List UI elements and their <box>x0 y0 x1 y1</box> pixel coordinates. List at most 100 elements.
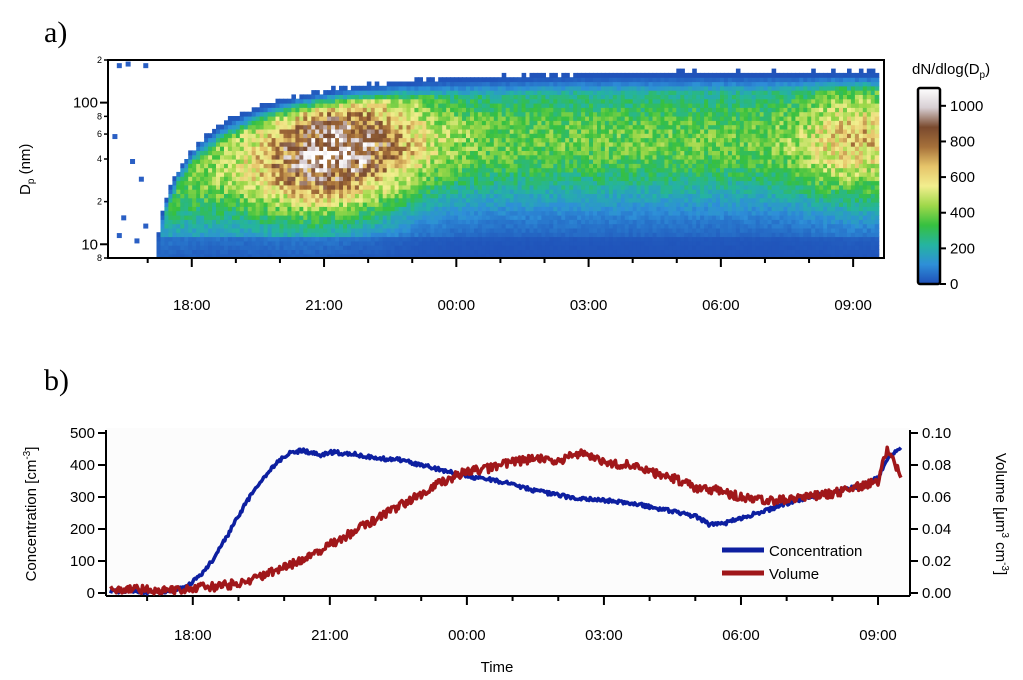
heatmap-cell <box>192 210 197 216</box>
heatmap-cell <box>573 94 578 100</box>
heatmap-cell <box>430 77 435 83</box>
heatmap-cell <box>307 154 312 160</box>
heatmap-cell <box>370 180 376 186</box>
heatmap-cell <box>620 171 626 177</box>
heatmap-cell <box>414 81 419 87</box>
heatmap-cell <box>493 120 499 126</box>
heatmap-cell <box>339 193 344 199</box>
heatmap-cell <box>247 206 253 212</box>
heatmap-cell <box>438 146 443 151</box>
heatmap-cell <box>501 150 507 156</box>
heatmap-cell <box>271 210 277 216</box>
heatmap-cell <box>251 116 257 121</box>
heatmap-cell <box>378 85 384 91</box>
heatmap-cell <box>454 227 459 233</box>
heatmap-cell <box>660 77 666 83</box>
heatmap-cell <box>636 154 642 160</box>
heatmap-cell <box>172 215 177 220</box>
heatmap-cell <box>481 210 487 216</box>
heatmap-cell <box>343 163 348 169</box>
heatmap-cell <box>628 150 634 156</box>
heatmap-cell <box>454 150 459 156</box>
heatmap-cell <box>251 206 257 212</box>
heatmap-cell <box>533 180 539 186</box>
heatmap-cell <box>513 227 519 233</box>
heatmap-cell <box>474 163 479 169</box>
heatmap-cell <box>339 111 344 117</box>
heatmap-cell <box>462 202 467 207</box>
heatmap-cell <box>335 210 340 216</box>
heatmap-cell <box>553 137 558 143</box>
heatmap-cell <box>358 137 364 143</box>
heatmap-cell <box>243 189 249 194</box>
heatmap-cell <box>354 171 360 177</box>
heatmap-cell <box>620 236 626 242</box>
heatmap-cell <box>640 249 646 255</box>
heatmap-cell <box>224 150 229 156</box>
heatmap-cell <box>390 124 396 130</box>
heatmap-cell <box>299 202 304 207</box>
heatmap-cell <box>668 253 673 258</box>
heatmap-cell <box>525 85 531 91</box>
heatmap-cell <box>573 124 578 130</box>
heatmap-cell <box>489 116 495 121</box>
heatmap-cell <box>466 163 471 169</box>
heatmap-cell <box>414 107 419 113</box>
heatmap-cell <box>561 171 566 177</box>
heatmap-cell <box>208 232 213 238</box>
heatmap-cell <box>315 219 320 225</box>
heatmap-cell <box>652 176 658 182</box>
heatmap-cell <box>485 232 491 238</box>
heatmap-cell <box>315 137 320 143</box>
heatmap-cell <box>624 111 630 117</box>
heatmap-cell <box>220 197 225 203</box>
heatmap-cell <box>589 219 594 225</box>
heatmap-cell <box>434 146 439 151</box>
heatmap-cell <box>311 249 316 255</box>
heatmap-cell <box>561 120 566 126</box>
heatmap-cell <box>537 116 542 121</box>
heatmap-cell <box>327 240 332 246</box>
heatmap-cell <box>390 232 396 238</box>
heatmap-cell <box>418 167 423 173</box>
heatmap-cell <box>386 215 392 220</box>
heatmap-cell <box>450 150 455 156</box>
heatmap-cell <box>370 98 376 104</box>
heatmap-cell <box>589 128 594 134</box>
heatmap-cell <box>311 245 316 250</box>
heatmap-cell <box>343 206 348 212</box>
heatmap-cell <box>585 227 590 233</box>
heatmap-cell <box>295 163 300 169</box>
heatmap-cell <box>335 141 340 147</box>
heatmap-cell <box>426 85 431 91</box>
heatmap-cell <box>350 163 356 169</box>
heatmap-cell <box>497 77 503 83</box>
heatmap-cell <box>235 223 241 229</box>
heatmap-cell <box>600 189 606 194</box>
heatmap-cell <box>299 184 304 190</box>
heatmap-cell <box>593 77 598 83</box>
heatmap-cell <box>319 202 324 207</box>
heatmap-cell <box>362 90 368 95</box>
heatmap-cell <box>247 245 253 250</box>
heatmap-cell <box>204 245 209 250</box>
heatmap-cell <box>640 189 646 194</box>
heatmap-cell <box>585 253 590 258</box>
heatmap-cell <box>454 202 459 207</box>
heatmap-cell <box>299 163 304 169</box>
heatmap-cell <box>600 81 606 87</box>
heatmap-cell <box>656 193 662 199</box>
heatmap-cell <box>608 171 614 177</box>
heatmap-cell <box>370 171 376 177</box>
heatmap-cell <box>386 236 392 242</box>
heatmap-cell <box>569 184 574 190</box>
heatmap-cell <box>612 184 618 190</box>
heatmap-cell <box>517 116 523 121</box>
heatmap-cell <box>224 240 229 246</box>
heatmap-cell <box>664 180 669 186</box>
heatmap-cell <box>474 120 479 126</box>
heatmap-cell <box>597 232 602 238</box>
heatmap-cell <box>569 85 574 91</box>
heatmap-cell <box>370 103 376 108</box>
heatmap-cell <box>497 159 503 164</box>
